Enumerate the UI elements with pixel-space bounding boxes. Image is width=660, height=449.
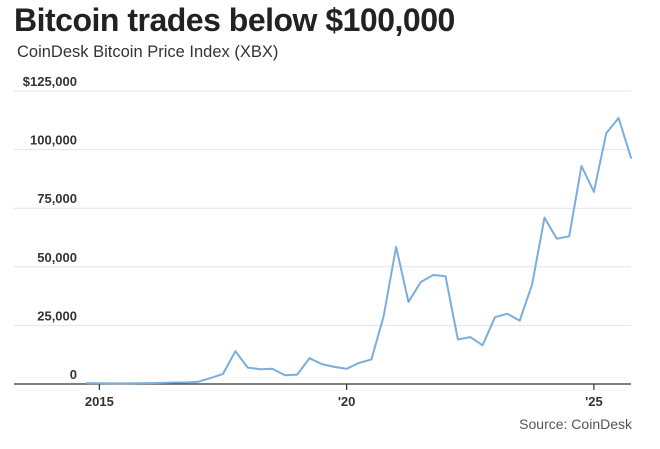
chart-subtitle: CoinDesk Bitcoin Price Index (XBX) <box>17 43 279 61</box>
x-axis <box>14 383 631 390</box>
x-tick-label: '25 <box>585 394 603 409</box>
x-axis-tick-labels: 2015 '20 '25 <box>85 394 603 409</box>
x-tick-label: 2015 <box>85 394 114 409</box>
y-axis-tick-labels: 0 25,000 50,000 75,000 100,000 $125,000 <box>23 74 77 382</box>
price-line <box>86 117 632 385</box>
y-tick-label: 50,000 <box>37 250 77 265</box>
price-series <box>86 117 632 385</box>
chart-source: Source: CoinDesk <box>519 416 632 432</box>
y-tick-label: 100,000 <box>30 133 77 148</box>
y-tick-label: 25,000 <box>37 308 77 323</box>
chart-title: Bitcoin trades below $100,000 <box>14 2 455 38</box>
y-tick-label: 0 <box>70 367 77 382</box>
y-tick-label: 75,000 <box>37 191 77 206</box>
x-tick-label: '20 <box>338 394 356 409</box>
gridlines <box>14 90 631 326</box>
y-tick-label: $125,000 <box>23 74 77 89</box>
